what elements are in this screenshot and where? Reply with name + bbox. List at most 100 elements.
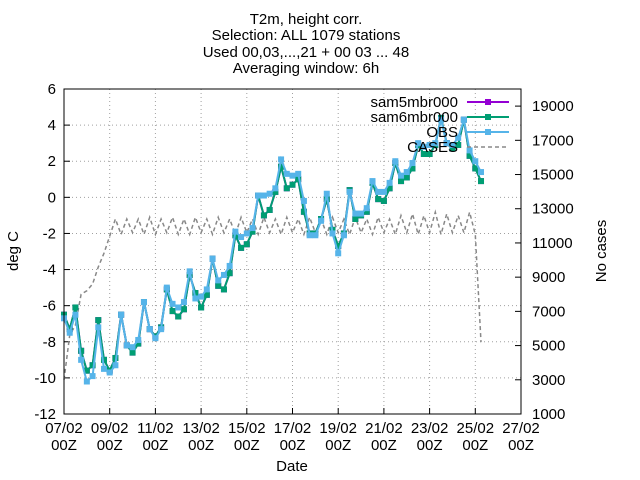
data-point: [215, 282, 222, 289]
legend-label: CASES: [407, 139, 458, 156]
data-point: [380, 188, 387, 195]
data-point: [295, 170, 302, 177]
data-point: [352, 210, 359, 217]
data-point: [449, 145, 456, 152]
data-point: [278, 156, 285, 163]
data-point: [460, 116, 467, 123]
x-tick-label-date: 23/02: [411, 420, 449, 437]
data-point: [283, 185, 290, 192]
data-point: [123, 342, 130, 349]
legend-item-obs: OBS: [426, 124, 509, 141]
data-point: [272, 185, 279, 192]
x-tick-label-date: 07/02: [45, 420, 83, 437]
legend-label: OBS: [426, 124, 458, 141]
x-axis-label: Date: [276, 458, 308, 475]
x-tick-label-date: 19/02: [319, 420, 357, 437]
data-point: [146, 326, 153, 333]
y2-tick-label: 1000: [532, 406, 565, 423]
x-tick-label-hour: 00Z: [508, 437, 534, 454]
data-point: [266, 190, 273, 197]
data-point: [426, 141, 433, 148]
data-point: [392, 158, 399, 165]
legend-item-sam6mbr000: sam6mbr000: [370, 109, 509, 126]
data-point: [449, 141, 456, 148]
data-point: [89, 373, 96, 380]
data-point: [220, 271, 227, 278]
data-point: [83, 378, 90, 385]
data-point: [180, 306, 187, 313]
y-tick-label: -12: [34, 406, 56, 423]
title-line-1: T2m, height corr.: [250, 11, 363, 28]
series-line: [63, 209, 482, 380]
data-point: [398, 172, 405, 179]
y-tick-label: 6: [48, 81, 56, 98]
x-axis-ticks: 07/0200Z09/0200Z11/0200Z13/0200Z15/0200Z…: [45, 408, 540, 454]
data-point: [220, 286, 227, 293]
legend-marker: [485, 114, 491, 120]
data-point: [403, 169, 410, 176]
data-point: [106, 369, 113, 376]
data-point: [318, 217, 325, 224]
x-tick-label-hour: 00Z: [417, 437, 443, 454]
y2-tick-label: 5000: [532, 338, 565, 355]
legend-item-cases: CASES: [407, 139, 509, 156]
data-point: [466, 152, 473, 159]
data-point: [346, 188, 353, 195]
data-point: [89, 362, 96, 369]
data-point: [135, 340, 142, 347]
data-point: [329, 230, 336, 237]
data-point: [455, 134, 462, 141]
data-point: [163, 284, 170, 291]
data-point: [358, 210, 365, 217]
y-tick-label: 2: [48, 153, 56, 170]
data-point: [295, 176, 302, 183]
data-point: [340, 232, 347, 239]
data-point: [363, 205, 370, 212]
data-point: [415, 140, 422, 147]
data-point: [152, 335, 159, 342]
data-point: [232, 228, 239, 235]
data-point: [112, 362, 119, 369]
x-tick-label-hour: 00Z: [51, 437, 77, 454]
data-point: [466, 147, 473, 154]
data-point: [363, 208, 370, 215]
data-point: [198, 293, 205, 300]
data-point: [226, 262, 233, 269]
y2-tick-label: 7000: [532, 303, 565, 320]
y-tick-label: -8: [43, 334, 56, 351]
data-point: [129, 349, 136, 356]
x-tick-label-date: 11/02: [137, 420, 173, 437]
data-point: [238, 244, 245, 251]
data-point: [209, 255, 216, 262]
data-point: [323, 190, 330, 197]
data-point: [438, 116, 445, 123]
x-tick-label-hour: 00Z: [234, 437, 260, 454]
data-point: [369, 178, 376, 185]
y2-tick-label: 9000: [532, 269, 565, 286]
y-tick-label: -4: [43, 262, 56, 279]
series-obs: [61, 116, 485, 385]
legend-marker: [485, 129, 491, 135]
data-point: [100, 356, 107, 363]
data-point: [135, 336, 142, 343]
data-point: [300, 208, 307, 215]
data-point: [78, 356, 85, 363]
data-point: [186, 268, 193, 275]
data-point: [180, 299, 187, 306]
data-point: [243, 241, 250, 248]
x-tick-label-hour: 00Z: [462, 437, 488, 454]
x-tick-label-hour: 00Z: [97, 437, 123, 454]
data-point: [272, 188, 279, 195]
data-point: [255, 192, 262, 199]
data-point: [198, 304, 205, 311]
y2-tick-label: 3000: [532, 372, 565, 389]
y-axis-ticks: -12 -10 -8 -6 -4 -2 0 2 4 6: [34, 81, 70, 423]
x-tick-label-hour: 00Z: [371, 437, 397, 454]
series-cases: [63, 209, 482, 380]
data-point: [215, 277, 222, 284]
x-tick-label-date: 15/02: [228, 420, 266, 437]
y2-tick-label: 15000: [532, 167, 574, 184]
data-point: [158, 326, 165, 333]
data-point: [169, 308, 176, 315]
